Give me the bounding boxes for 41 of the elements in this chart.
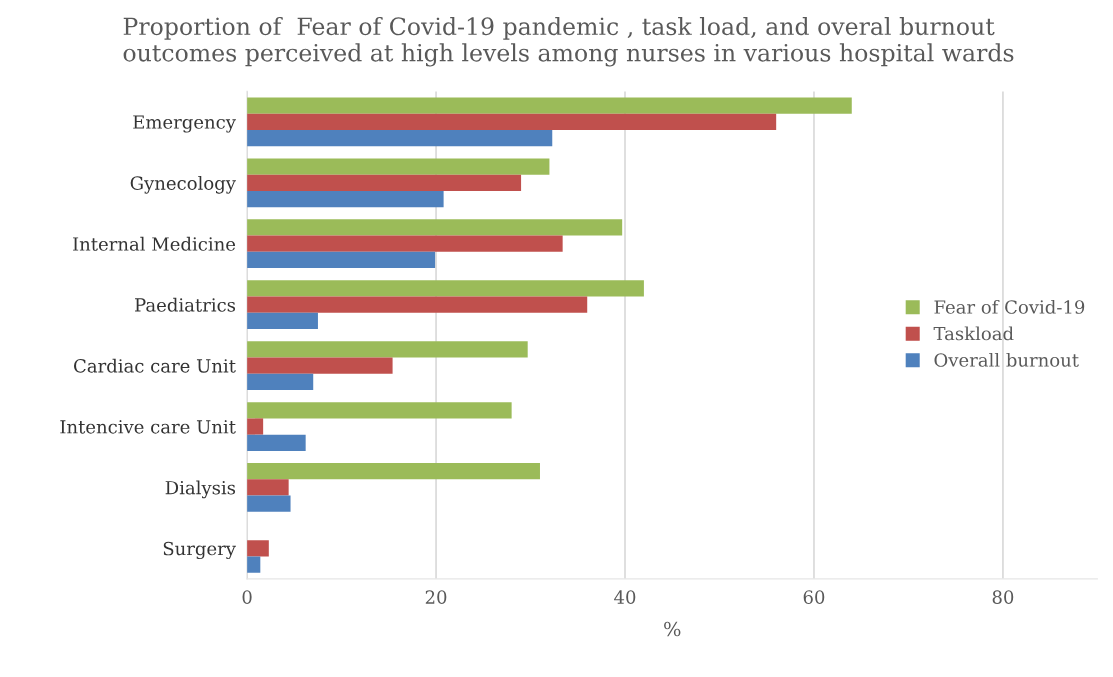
x-tick-label: 20 bbox=[425, 590, 447, 604]
bar bbox=[247, 556, 261, 573]
y-tick-label: Gynecology bbox=[130, 175, 236, 194]
legend-label: Taskload bbox=[933, 326, 1014, 341]
bar bbox=[247, 296, 588, 313]
bar bbox=[247, 540, 269, 557]
y-tick-label: Cardiac care Unit bbox=[74, 358, 236, 373]
bar bbox=[247, 341, 528, 358]
y-tick-label: Emergency bbox=[133, 115, 236, 133]
x-axis-title: % bbox=[664, 621, 681, 637]
bar bbox=[247, 373, 314, 390]
x-tick-label: 60 bbox=[803, 590, 825, 604]
x-tick-label: 0 bbox=[242, 590, 252, 604]
y-tick-label: Dialysis bbox=[165, 480, 236, 499]
bar bbox=[247, 97, 852, 114]
bar bbox=[247, 219, 623, 236]
y-tick-label: Surgery bbox=[163, 541, 236, 560]
x-tick-label: 80 bbox=[992, 590, 1014, 604]
bar bbox=[247, 235, 563, 252]
bar bbox=[247, 280, 644, 297]
y-tick-label: Internal Medicine bbox=[73, 236, 236, 251]
legend-label: Overall burnout bbox=[934, 352, 1079, 367]
legend-label: Fear of Covid-19 bbox=[934, 299, 1085, 314]
bar bbox=[247, 312, 318, 330]
bar bbox=[247, 251, 436, 269]
y-tick-label: Paediatrics bbox=[135, 297, 236, 312]
y-tick-label: Intencive care Unit bbox=[60, 420, 236, 434]
bar bbox=[247, 190, 444, 208]
chart-title: Proportion of Fear of Covid-19 pandemic , task load, and overal burnout outcomes perceived at high levels among nurses in various hospital wards bbox=[123, 16, 1014, 67]
bar bbox=[247, 418, 264, 435]
x-tick-label: 40 bbox=[614, 590, 636, 604]
bar bbox=[247, 174, 522, 191]
bar bbox=[247, 158, 550, 175]
bar bbox=[247, 129, 553, 147]
bar bbox=[247, 495, 291, 512]
bar bbox=[247, 434, 306, 451]
bar bbox=[247, 402, 512, 419]
bar bbox=[247, 357, 393, 374]
bar bbox=[247, 463, 540, 480]
bar bbox=[247, 479, 289, 496]
bar bbox=[247, 113, 777, 130]
